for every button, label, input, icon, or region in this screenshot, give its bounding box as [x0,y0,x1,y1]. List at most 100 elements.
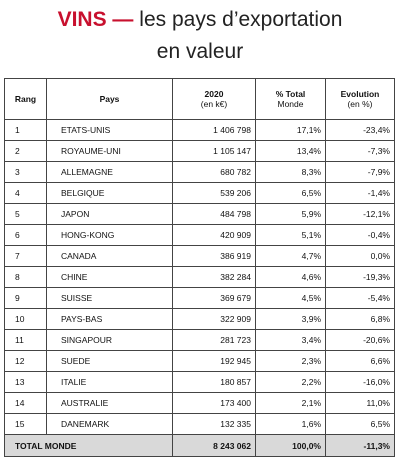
table-cell: 192 945 [172,350,256,372]
table-cell: 173 400 [172,392,256,414]
table-row: 8 CHINE 382 284 4,6% -19,3% [4,266,395,288]
table-cell: 15 [4,413,47,435]
table-cell: AUSTRALIE [46,392,173,414]
table-cell: 1 406 798 [172,119,256,141]
table-cell: 11,0% [325,392,395,414]
table-cell: PAYS-BAS [46,308,173,330]
table-cell: ALLEMAGNE [46,161,173,183]
table-cell: -16,0% [325,371,395,393]
table-cell: 680 782 [172,161,256,183]
table-row: 10 PAYS-BAS 322 909 3,9% 6,8% [4,308,395,330]
total-cell: -11,3% [325,434,395,457]
table-row: 7 CANADA 386 919 4,7% 0,0% [4,245,395,267]
table-cell: 1 105 147 [172,140,256,162]
table-cell: -20,6% [325,329,395,351]
table-cell: 13 [4,371,47,393]
table-cell: DANEMARK [46,413,173,435]
table-cell: 6,8% [325,308,395,330]
table-cell: 484 798 [172,203,256,225]
title-highlight: VINS — [57,8,134,31]
table-row: 11 SINGAPOUR 281 723 3,4% -20,6% [4,329,395,351]
table-cell: -7,9% [325,161,395,183]
table-cell: HONG-KONG [46,224,173,246]
table-cell: 4,5% [255,287,326,309]
total-cell: 8 243 062 [172,434,256,457]
table-cell: ETATS-UNIS [46,119,173,141]
table-row: 4 BELGIQUE 539 206 6,5% -1,4% [4,182,395,204]
table-cell: 5,9% [255,203,326,225]
column-header: Rang [4,78,47,120]
table-cell: 10 [4,308,47,330]
table-cell: BELGIQUE [46,182,173,204]
column-label: Rang [14,94,37,104]
table-row: 3 ALLEMAGNE 680 782 8,3% -7,9% [4,161,395,183]
table-cell: 5,1% [255,224,326,246]
table-cell: 4 [4,182,47,204]
table-cell: 8 [4,266,47,288]
table-cell: ROYAUME-UNI [46,140,173,162]
table-cell: 8,3% [255,161,326,183]
column-sublabel: Monde [277,99,304,109]
table-cell: 17,1% [255,119,326,141]
column-header: Pays [46,78,173,120]
total-row: TOTAL MONDE 8 243 062 100,0% -11,3% [4,434,395,457]
column-label: Evolution [340,89,380,99]
table-cell: 369 679 [172,287,256,309]
table-cell: 14 [4,392,47,414]
table-row: 2 ROYAUME-UNI 1 105 147 13,4% -7,3% [4,140,395,162]
table-cell: 7 [4,245,47,267]
table-row: 1 ETATS-UNIS 1 406 798 17,1% -23,4% [4,119,395,141]
table-cell: -1,4% [325,182,395,204]
table-cell: 382 284 [172,266,256,288]
column-header: 2020 (en k€) [172,78,256,120]
table-cell: -23,4% [325,119,395,141]
table-cell: 281 723 [172,329,256,351]
table-cell: 3,9% [255,308,326,330]
table-cell: 11 [4,329,47,351]
table-cell: 4,6% [255,266,326,288]
table-cell: SINGAPOUR [46,329,173,351]
column-header: % Total Monde [255,78,326,120]
table-cell: 2,1% [255,392,326,414]
table-row: 12 SUEDE 192 945 2,3% 6,6% [4,350,395,372]
table-cell: -12,1% [325,203,395,225]
table-cell: 5 [4,203,47,225]
table-cell: 2,3% [255,350,326,372]
table-cell: 1 [4,119,47,141]
table-row: 9 SUISSE 369 679 4,5% -5,4% [4,287,395,309]
column-label: Pays [99,94,120,104]
table-cell: 6 [4,224,47,246]
table-cell: 12 [4,350,47,372]
table-cell: ITALIE [46,371,173,393]
table-cell: 9 [4,287,47,309]
table-cell: -7,3% [325,140,395,162]
export-table: Rang Pays 2020 (en k€)% Total Monde Evolution… [4,78,395,457]
total-cell: 100,0% [255,434,326,457]
table-cell: 6,6% [325,350,395,372]
table-cell: 6,5% [325,413,395,435]
column-sublabel: (en %) [347,99,373,109]
table-row: 6 HONG-KONG 420 909 5,1% -0,4% [4,224,395,246]
table-cell: CHINE [46,266,173,288]
title-text: les pays d’exportation [139,8,343,31]
column-header: Evolution (en %) [325,78,395,120]
table-cell: 13,4% [255,140,326,162]
table-cell: 386 919 [172,245,256,267]
column-sublabel: (en k€) [200,99,228,109]
title: VINS — les pays d’exportation [0,8,400,32]
header-row: Rang Pays 2020 (en k€)% Total Monde Evolution… [4,78,395,120]
table-row: 13 ITALIE 180 857 2,2% -16,0% [4,371,395,393]
table-row: 15 DANEMARK 132 335 1,6% 6,5% [4,413,395,435]
table-cell: 0,0% [325,245,395,267]
column-label: 2020 [204,89,224,99]
table-cell: 539 206 [172,182,256,204]
column-label: % Total [275,89,306,99]
table-cell: JAPON [46,203,173,225]
table-cell: 420 909 [172,224,256,246]
table-cell: 180 857 [172,371,256,393]
table-cell: -0,4% [325,224,395,246]
table-cell: SUEDE [46,350,173,372]
table-cell: 322 909 [172,308,256,330]
table-cell: SUISSE [46,287,173,309]
